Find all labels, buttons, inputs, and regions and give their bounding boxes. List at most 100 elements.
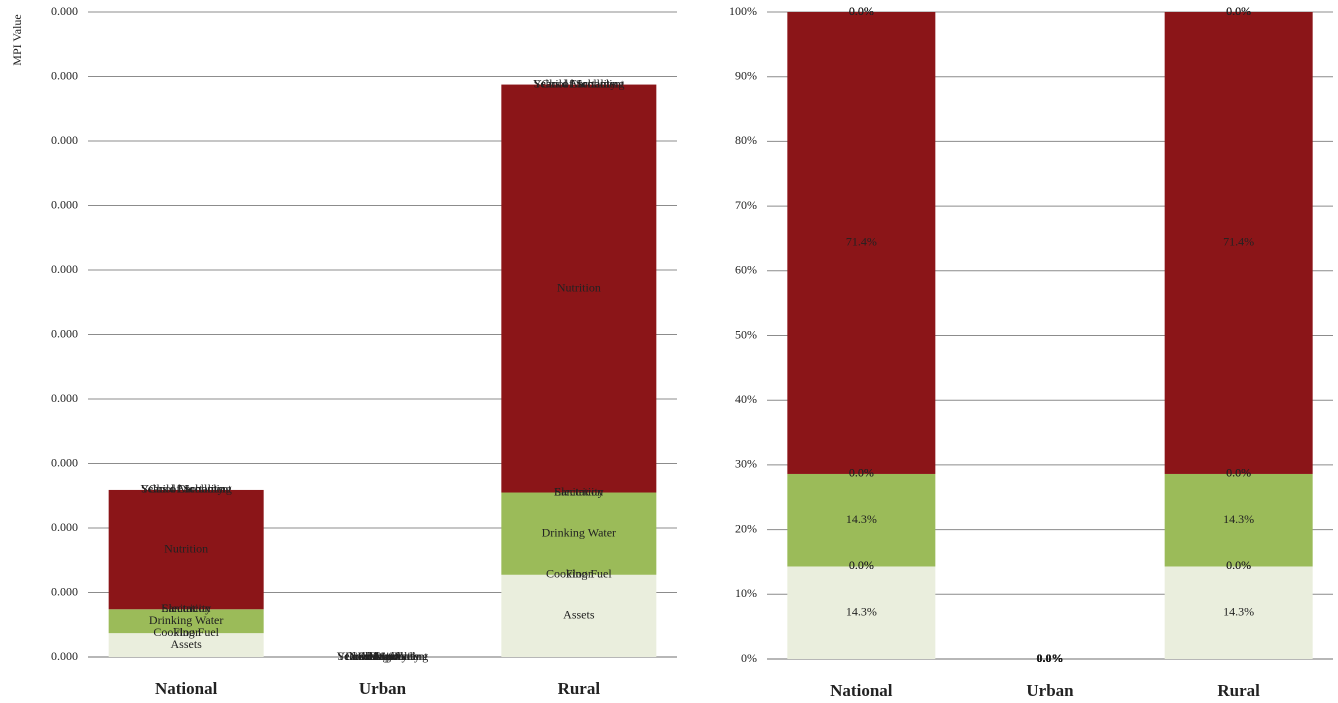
y-tick-label: 0.000 bbox=[51, 520, 78, 534]
data-label: 0.0% bbox=[849, 466, 874, 480]
data-label: 0.0% bbox=[1037, 651, 1064, 665]
data-label: 0.0% bbox=[1037, 651, 1064, 665]
bar-segment bbox=[501, 574, 657, 657]
data-label: Child Mortality bbox=[149, 482, 224, 496]
x-tick-label: Urban bbox=[359, 679, 407, 698]
y-tick-label: 20% bbox=[735, 521, 757, 535]
data-label: Child Mortality bbox=[541, 76, 616, 90]
data-label: Assets bbox=[563, 608, 595, 622]
data-label: Floor bbox=[566, 567, 592, 581]
data-label: Floor bbox=[173, 625, 199, 639]
data-label: Drinking Water bbox=[542, 525, 616, 539]
y-tick-label: 50% bbox=[735, 327, 757, 341]
data-label: 0.0% bbox=[1037, 651, 1064, 665]
y-tick-label: 0.000 bbox=[51, 4, 78, 18]
y-tick-label: 30% bbox=[735, 457, 757, 471]
data-label: 0.0% bbox=[1037, 651, 1064, 665]
data-label: 0.0% bbox=[1037, 651, 1064, 665]
data-label: Cooking Fuel bbox=[350, 649, 416, 663]
x-tick-label: National bbox=[155, 679, 218, 698]
data-label: 0.0% bbox=[1226, 4, 1251, 18]
data-label: Assets bbox=[367, 649, 399, 663]
x-tick-label: National bbox=[830, 681, 893, 700]
bar-segment bbox=[787, 566, 936, 659]
bar-segment bbox=[108, 633, 264, 657]
data-label: Drinking Water bbox=[345, 649, 419, 663]
y-tick-label: 0.000 bbox=[51, 197, 78, 211]
bar-segment bbox=[1164, 473, 1313, 567]
data-label: Child Mortality bbox=[345, 649, 420, 663]
data-label: Assets bbox=[170, 637, 202, 651]
bar-segment bbox=[501, 492, 657, 575]
data-label: Electricity bbox=[554, 484, 604, 498]
data-label: 0.0% bbox=[1226, 4, 1251, 18]
y-tick-label: 0.000 bbox=[51, 391, 78, 405]
data-label: Nutrition bbox=[164, 541, 208, 555]
data-label: School Enrollment bbox=[534, 76, 625, 90]
data-label: School Enrollment bbox=[337, 649, 428, 663]
data-label: 71.4% bbox=[846, 235, 877, 249]
data-label: Electricity bbox=[358, 649, 408, 663]
x-tick-label: Rural bbox=[1217, 681, 1260, 700]
y-tick-label: 0.000 bbox=[51, 649, 78, 663]
data-label: 0.0% bbox=[849, 4, 874, 18]
data-label: 0.0% bbox=[1037, 651, 1064, 665]
data-label: 0.0% bbox=[1037, 651, 1064, 665]
y-tick-label: 10% bbox=[735, 586, 757, 600]
data-label: 14.3% bbox=[1223, 604, 1254, 618]
y-tick-label: 0.000 bbox=[51, 455, 78, 469]
bar-segment bbox=[501, 84, 657, 493]
data-label: Sanitation bbox=[358, 649, 407, 663]
y-tick-label: 40% bbox=[735, 392, 757, 406]
y-tick-label: 90% bbox=[735, 68, 757, 82]
data-label: Floor bbox=[369, 649, 395, 663]
data-label: Years of Schooling bbox=[140, 482, 231, 496]
data-label: Nutrition bbox=[557, 280, 601, 294]
data-label: Electricity bbox=[161, 601, 211, 615]
data-label: Cooking Fuel bbox=[153, 625, 219, 639]
data-label: 0.0% bbox=[849, 4, 874, 18]
y-tick-label: 0.000 bbox=[51, 133, 78, 147]
data-label: Sanitation bbox=[162, 601, 211, 615]
bar-segment bbox=[787, 473, 936, 567]
y-tick-label: 0.000 bbox=[51, 262, 78, 276]
y-tick-label: 70% bbox=[735, 198, 757, 212]
y-tick-label: 100% bbox=[729, 4, 757, 18]
data-label: Nutrition bbox=[361, 649, 405, 663]
data-label: 0.0% bbox=[1226, 4, 1251, 18]
data-label: 0.0% bbox=[849, 558, 874, 572]
data-label: Years of Schooling bbox=[337, 649, 428, 663]
data-label: 0.0% bbox=[1037, 651, 1064, 665]
data-label: Cooking Fuel bbox=[546, 567, 612, 581]
bar-segment bbox=[108, 609, 264, 634]
x-tick-label: Rural bbox=[558, 679, 601, 698]
data-label: 0.0% bbox=[1226, 558, 1251, 572]
data-label: 71.4% bbox=[1223, 235, 1254, 249]
data-label: 0.0% bbox=[1037, 651, 1064, 665]
data-label: 0.0% bbox=[849, 558, 874, 572]
bar-segment bbox=[108, 489, 264, 610]
data-label: 0.0% bbox=[1226, 466, 1251, 480]
y-tick-label: 0.000 bbox=[51, 584, 78, 598]
bar-segment bbox=[1164, 12, 1313, 474]
data-label: 0.0% bbox=[1226, 558, 1251, 572]
y-tick-label: 60% bbox=[735, 263, 757, 277]
y-tick-label: 0.000 bbox=[51, 326, 78, 340]
data-label: School Enrollment bbox=[141, 482, 232, 496]
x-tick-label: Urban bbox=[1026, 681, 1074, 700]
y-axis-title: MPI Value bbox=[10, 14, 24, 65]
data-label: 0.0% bbox=[1226, 466, 1251, 480]
data-label: 14.3% bbox=[846, 604, 877, 618]
y-tick-label: 80% bbox=[735, 133, 757, 147]
y-tick-label: 0% bbox=[741, 651, 757, 665]
data-label: 0.0% bbox=[1037, 651, 1064, 665]
data-label: 0.0% bbox=[849, 466, 874, 480]
y-tick-label: 0.000 bbox=[51, 68, 78, 82]
data-label: 14.3% bbox=[1223, 512, 1254, 526]
data-label: Years of Schooling bbox=[533, 76, 624, 90]
data-label: 0.0% bbox=[849, 4, 874, 18]
bar-segment bbox=[787, 12, 936, 474]
bar-segment bbox=[1164, 566, 1313, 659]
